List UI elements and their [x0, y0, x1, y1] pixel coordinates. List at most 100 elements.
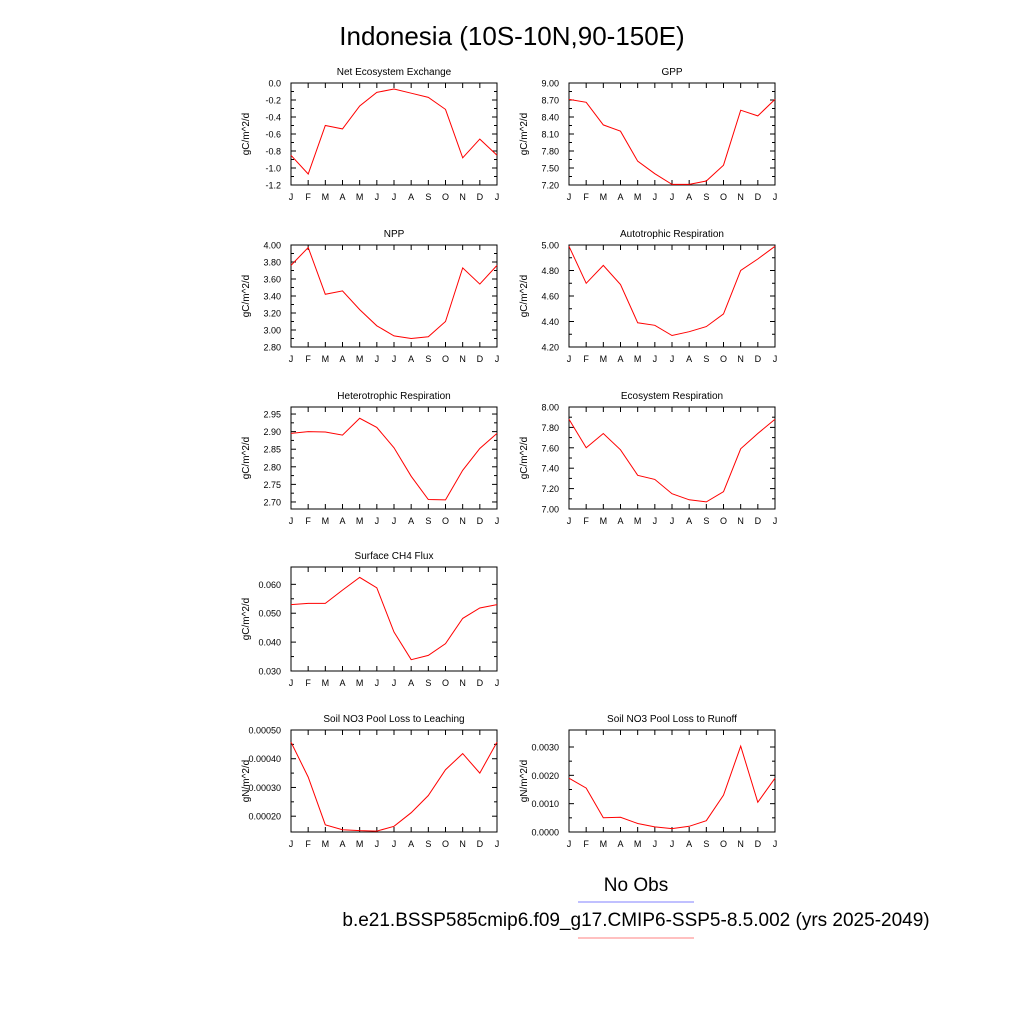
y-tick-label: 2.70 — [263, 497, 281, 507]
x-tick-label: M — [322, 678, 330, 688]
y-tick-label: 7.60 — [541, 443, 559, 453]
panel-title: Heterotrophic Respiration — [337, 391, 450, 402]
x-tick-label: A — [686, 354, 692, 364]
y-tick-label: 4.80 — [541, 266, 559, 276]
x-tick-label: J — [653, 354, 658, 364]
y-tick-label: 2.80 — [263, 343, 281, 353]
x-tick-label: F — [305, 678, 311, 688]
panel-title: Ecosystem Respiration — [621, 391, 723, 402]
x-tick-label: J — [670, 516, 675, 526]
x-tick-label: M — [322, 839, 330, 849]
y-axis-label: gC/m^2/d — [519, 275, 530, 318]
x-tick-label: J — [375, 192, 380, 202]
x-tick-label: O — [720, 192, 727, 202]
x-tick-label: J — [773, 354, 778, 364]
x-tick-label: J — [495, 192, 500, 202]
x-tick-label: J — [289, 516, 294, 526]
x-tick-label: J — [392, 839, 397, 849]
x-tick-label: A — [617, 839, 623, 849]
x-tick-label: M — [634, 516, 642, 526]
x-tick-label: A — [408, 354, 414, 364]
x-tick-label: F — [305, 839, 311, 849]
x-tick-label: N — [459, 354, 466, 364]
x-tick-label: A — [617, 192, 623, 202]
y-tick-label: 3.60 — [263, 275, 281, 285]
x-tick-label: F — [305, 516, 311, 526]
x-tick-label: J — [495, 516, 500, 526]
x-tick-label: J — [670, 192, 675, 202]
plot-frame — [290, 406, 498, 510]
series-line — [568, 418, 776, 503]
x-tick-label: F — [583, 516, 589, 526]
x-tick-label: D — [755, 516, 762, 526]
x-tick-label: O — [442, 678, 449, 688]
x-tick-label: N — [737, 192, 744, 202]
x-tick-label: S — [425, 354, 431, 364]
y-tick-label: 4.60 — [541, 292, 559, 302]
y-tick-label: 7.80 — [541, 147, 559, 157]
x-tick-label: J — [567, 839, 572, 849]
y-tick-label: 0.060 — [258, 580, 281, 590]
x-tick-label: J — [289, 192, 294, 202]
x-tick-label: S — [703, 192, 709, 202]
x-tick-label: N — [459, 839, 466, 849]
x-tick-label: M — [356, 678, 364, 688]
y-tick-label: 0.00030 — [248, 783, 281, 793]
x-tick-label: M — [600, 516, 608, 526]
y-tick-label: 0.0000 — [531, 828, 559, 838]
x-tick-label: J — [670, 354, 675, 364]
x-tick-label: J — [653, 192, 658, 202]
x-tick-label: O — [720, 354, 727, 364]
x-tick-label: A — [686, 839, 692, 849]
panel-title: Autotrophic Respiration — [620, 229, 724, 240]
y-tick-label: 7.20 — [541, 181, 559, 191]
x-tick-label: S — [425, 516, 431, 526]
x-tick-label: A — [339, 516, 345, 526]
x-tick-label: A — [339, 839, 345, 849]
series-line — [290, 741, 498, 832]
y-axis-label: gC/m^2/d — [241, 598, 252, 641]
series-line — [290, 576, 498, 661]
x-tick-label: O — [442, 354, 449, 364]
y-tick-label: 8.10 — [541, 130, 559, 140]
y-axis-label: gN/m^2/d — [519, 760, 530, 803]
x-tick-label: A — [339, 192, 345, 202]
y-tick-label: 0.0020 — [531, 771, 559, 781]
y-tick-label: 3.00 — [263, 326, 281, 336]
y-tick-label: -0.8 — [265, 147, 281, 157]
y-tick-label: 2.95 — [263, 410, 281, 420]
y-tick-label: 5.00 — [541, 241, 559, 251]
x-tick-label: A — [408, 839, 414, 849]
x-tick-label: D — [755, 192, 762, 202]
panel-title: Surface CH4 Flux — [355, 551, 434, 562]
panel-title: Net Ecosystem Exchange — [337, 67, 452, 78]
y-tick-label: 7.50 — [541, 164, 559, 174]
x-tick-label: J — [375, 354, 380, 364]
x-tick-label: M — [634, 354, 642, 364]
y-tick-label: 0.0030 — [531, 743, 559, 753]
x-tick-label: O — [442, 192, 449, 202]
x-tick-label: M — [322, 354, 330, 364]
panel-title: Soil NO3 Pool Loss to Runoff — [607, 714, 737, 725]
x-tick-label: S — [703, 839, 709, 849]
x-tick-label: F — [305, 354, 311, 364]
y-tick-label: -0.2 — [265, 96, 281, 106]
y-tick-label: -1.0 — [265, 164, 281, 174]
x-tick-label: D — [477, 516, 484, 526]
x-tick-label: J — [653, 516, 658, 526]
x-tick-label: O — [720, 516, 727, 526]
y-tick-label: -0.6 — [265, 130, 281, 140]
y-tick-label: -1.2 — [265, 181, 281, 191]
x-tick-label: J — [392, 354, 397, 364]
x-tick-label: D — [477, 192, 484, 202]
x-tick-label: A — [617, 354, 623, 364]
x-tick-label: N — [459, 516, 466, 526]
plot-frame — [568, 244, 776, 348]
x-tick-label: N — [459, 678, 466, 688]
x-tick-label: M — [322, 192, 330, 202]
x-tick-label: A — [339, 354, 345, 364]
